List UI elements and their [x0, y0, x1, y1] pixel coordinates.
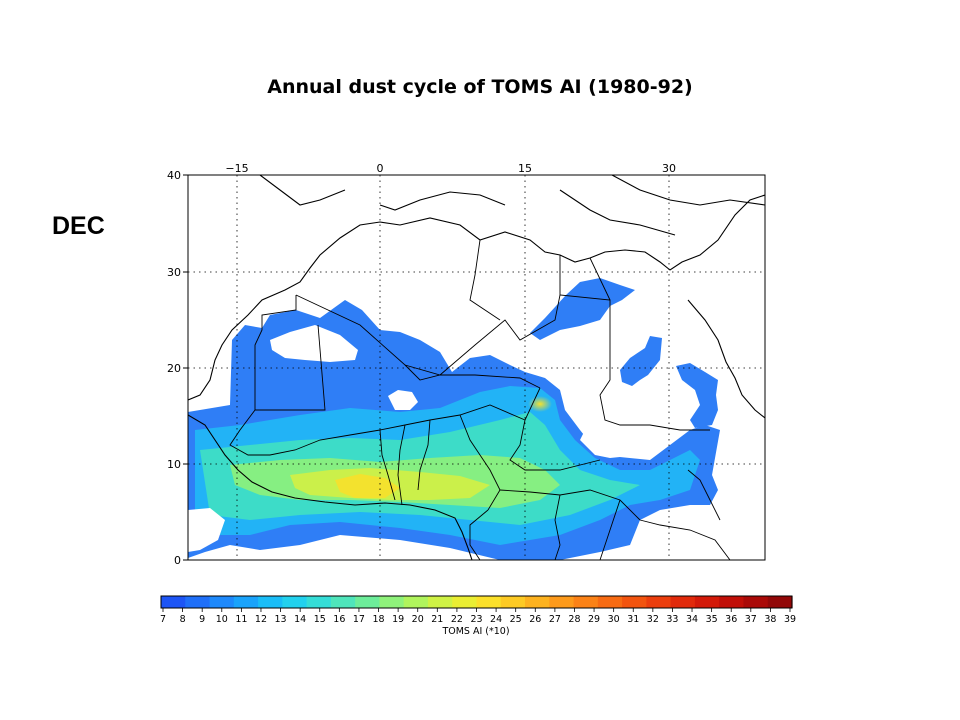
month-label: DEC: [52, 212, 105, 240]
colorbar-swatch: [209, 596, 235, 608]
colorbar-tick-label: 36: [725, 614, 737, 625]
latitude-tick-labels: 40 30 20 10 0: [167, 169, 181, 567]
colorbar-tick-label: 24: [490, 614, 502, 625]
colorbar-swatch: [500, 596, 526, 608]
lon-tick-label: −15: [225, 162, 248, 175]
colorbar-tick-label: 10: [216, 614, 228, 625]
lat-tick-label: 40: [167, 169, 181, 182]
colorbar-tick-label: 23: [470, 614, 482, 625]
lat-tick-label: 10: [167, 458, 181, 471]
lon-tick-label: 0: [377, 162, 384, 175]
colorbar-tick-label: 11: [235, 614, 247, 625]
colorbar-swatch: [306, 596, 332, 608]
colorbar-tick-label: 30: [608, 614, 620, 625]
chart-title: Annual dust cycle of TOMS AI (1980-92): [267, 76, 693, 98]
colorbar-tick-label: 28: [568, 614, 580, 625]
colorbar-swatch: [379, 596, 405, 608]
colorbar-tick-label: 29: [588, 614, 600, 625]
lon-tick-label: 30: [662, 162, 676, 175]
colorbar-tick-label: 20: [412, 614, 424, 625]
colorbar-swatch: [767, 596, 793, 608]
colorbar-tick-label: 15: [314, 614, 326, 625]
colorbar-tick-label: 26: [529, 614, 541, 625]
graticule: [188, 175, 765, 560]
colorbar-swatch: [476, 596, 502, 608]
colorbar-tick-label: 18: [372, 614, 384, 625]
colorbar-tick-label: 34: [686, 614, 698, 625]
colorbar-tick-label: 35: [706, 614, 718, 625]
colorbar-ticks: 7 8 9 10 11 12 13 14 15 16 17 18 19 20 21 22 23 24 25 26 27 2…: [160, 608, 796, 625]
colorbar-swatch: [403, 596, 429, 608]
aerosol-field: [188, 278, 720, 560]
colorbar-tick-label: 38: [764, 614, 776, 625]
colorbar-tick-label: 27: [549, 614, 561, 625]
colorbar-tick-label: 37: [745, 614, 757, 625]
lat-tick-label: 0: [174, 554, 181, 567]
colorbar-tick-label: 17: [353, 614, 365, 625]
colorbar: [161, 596, 793, 608]
colorbar-tick-label: 16: [333, 614, 345, 625]
colorbar-swatch: [719, 596, 745, 608]
coastlines: [188, 175, 765, 560]
colorbar-swatch: [573, 596, 599, 608]
colorbar-swatch: [694, 596, 720, 608]
colorbar-tick-label: 13: [275, 614, 287, 625]
colorbar-swatch: [161, 596, 186, 608]
colorbar-swatch: [549, 596, 575, 608]
colorbar-swatch: [646, 596, 672, 608]
colorbar-tick-label: 12: [255, 614, 267, 625]
colorbar-swatch: [355, 596, 381, 608]
colorbar-tick-label: 39: [784, 614, 796, 625]
colorbar-swatch: [258, 596, 283, 608]
country-borders: [229, 239, 731, 560]
colorbar-swatch: [622, 596, 647, 608]
colorbar-tick-label: 21: [431, 614, 443, 625]
colorbar-tick-label: 8: [180, 614, 186, 625]
colorbar-tick-label: 14: [294, 614, 306, 625]
colorbar-tick-label: 22: [451, 614, 463, 625]
colorbar-tick-label: 31: [627, 614, 639, 625]
colorbar-tick-label: 9: [199, 614, 205, 625]
colorbar-tick-label: 19: [392, 614, 404, 625]
colorbar-swatch: [185, 596, 211, 608]
colorbar-swatch: [452, 596, 478, 608]
lat-tick-label: 30: [167, 266, 181, 279]
lat-tick-label: 20: [167, 362, 181, 375]
colorbar-label: TOMS AI (*10): [441, 626, 509, 637]
colorbar-swatch: [670, 596, 696, 608]
colorbar-tick-label: 33: [666, 614, 678, 625]
colorbar-tick-label: 32: [647, 614, 659, 625]
lon-tick-label: 15: [518, 162, 532, 175]
colorbar-swatch: [743, 596, 769, 608]
colorbar-swatch: [330, 596, 356, 608]
colorbar-swatch: [233, 596, 259, 608]
colorbar-swatch: [282, 596, 308, 608]
colorbar-swatch: [525, 596, 550, 608]
colorbar-tick-label: 7: [160, 614, 166, 625]
longitude-tick-labels: −15 0 15 30: [225, 162, 676, 175]
map-ticks: [183, 174, 188, 561]
colorbar-tick-label: 25: [510, 614, 522, 625]
colorbar-swatch: [427, 596, 453, 608]
colorbar-swatch: [597, 596, 623, 608]
